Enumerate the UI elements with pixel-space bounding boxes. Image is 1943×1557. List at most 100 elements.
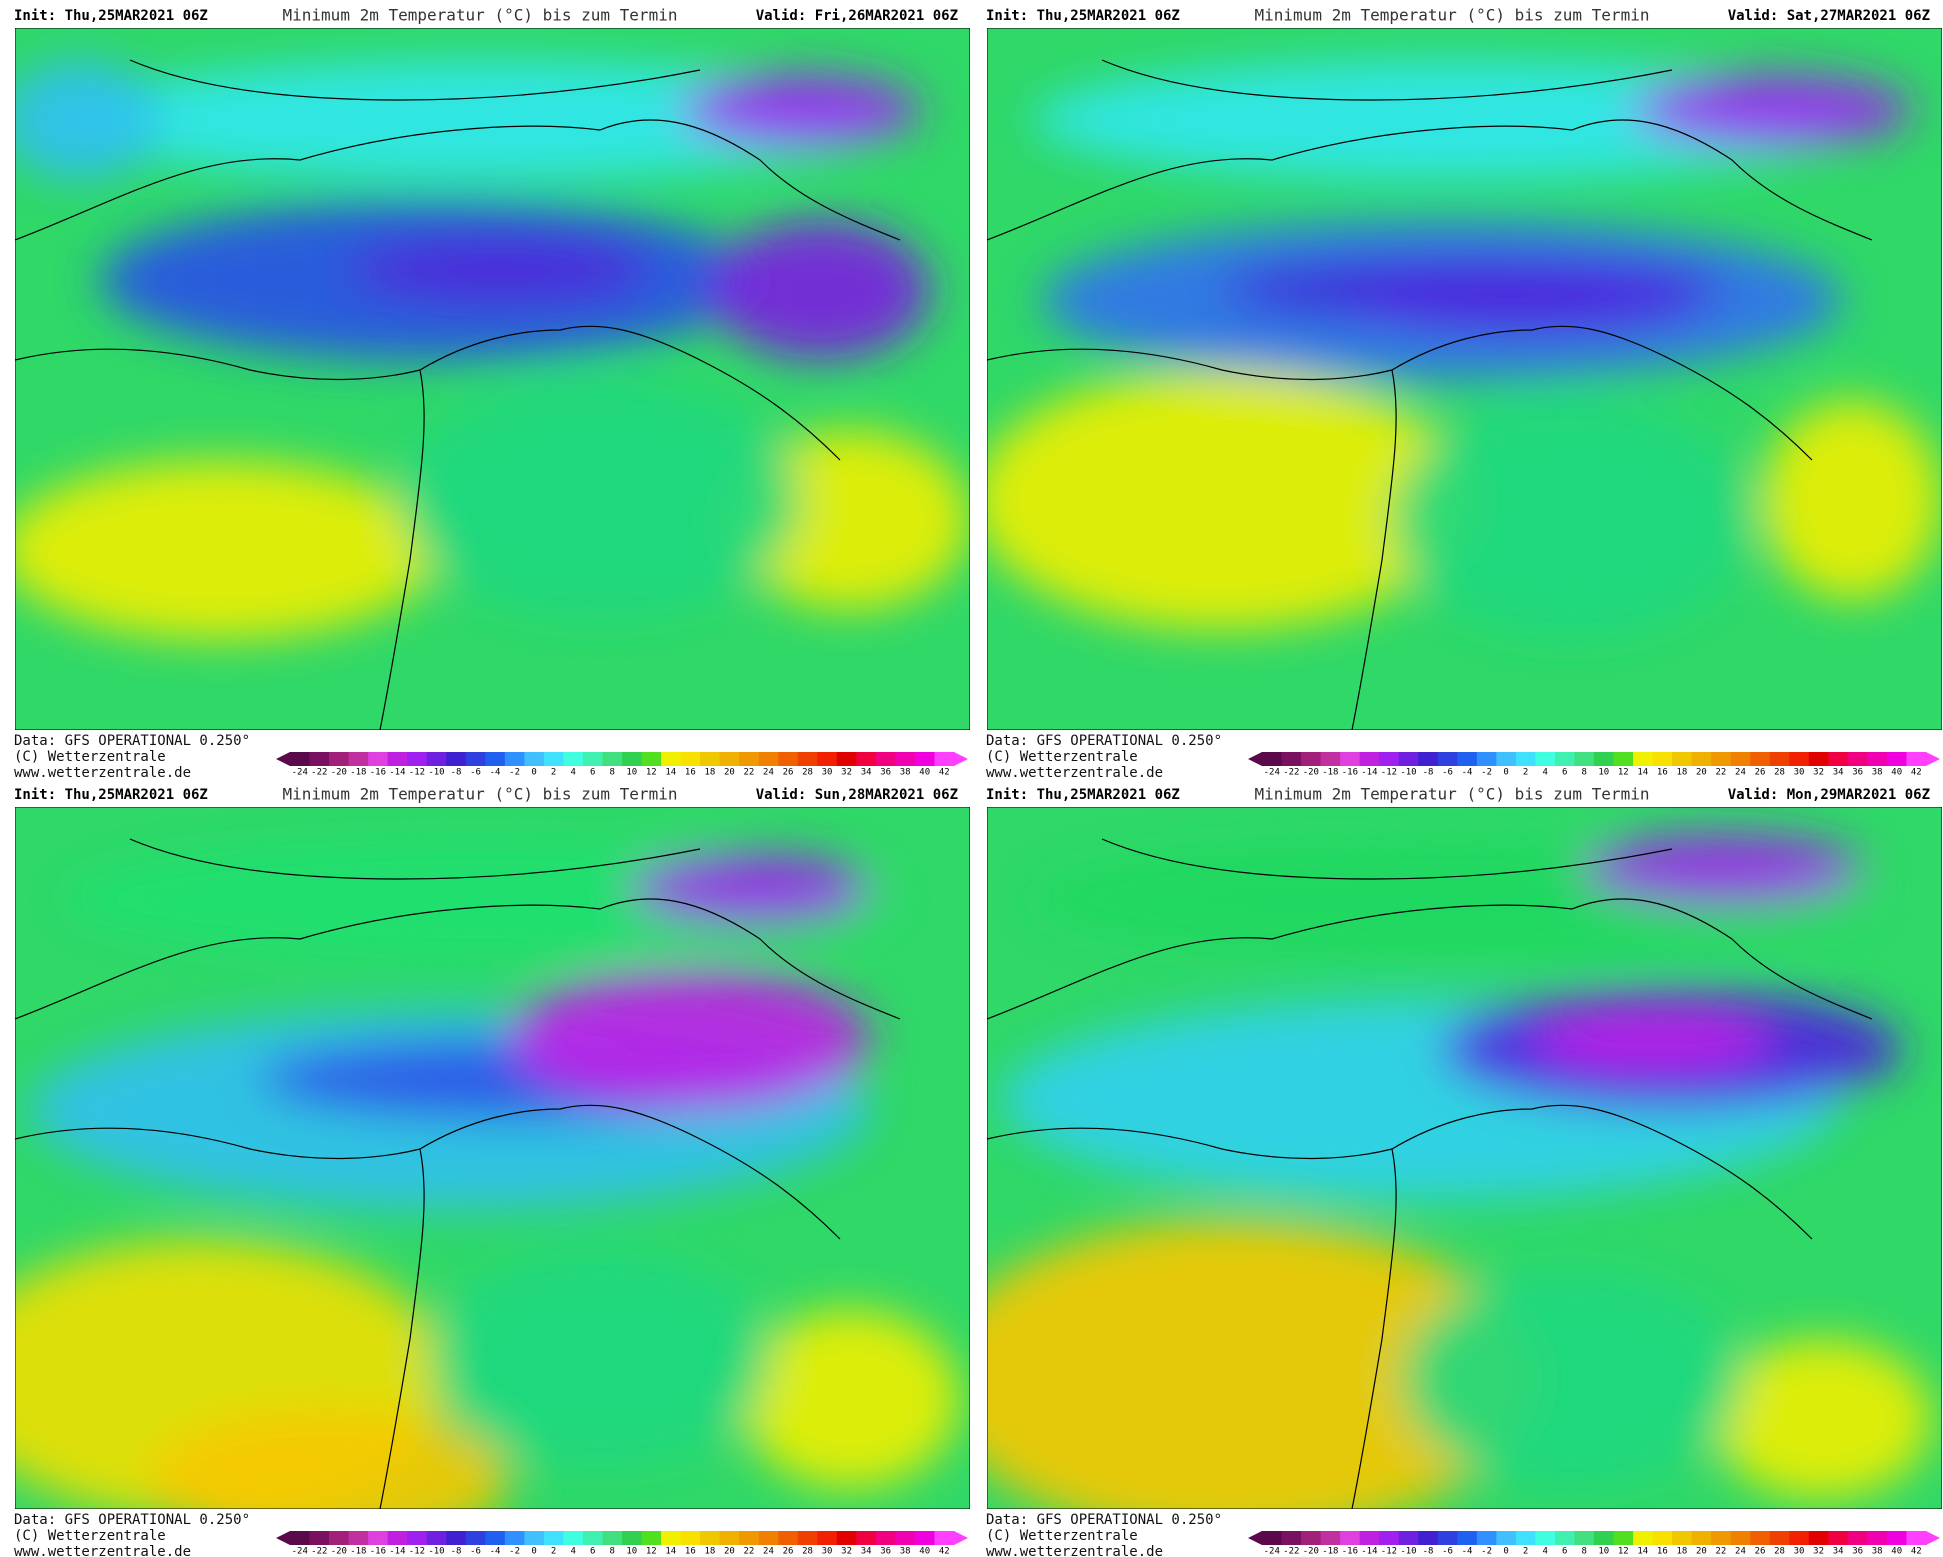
temperature-region [510, 969, 870, 1109]
colorbar-segment [641, 1531, 662, 1545]
colorbar-segment [1808, 752, 1829, 766]
colorbar-label: -18 [350, 768, 366, 778]
colorbar-segment [836, 1531, 857, 1545]
colorbar-segment [856, 1531, 877, 1545]
temperature-region [15, 60, 160, 180]
colorbar-label: 14 [665, 1547, 676, 1557]
colorbar-label: 0 [531, 1547, 536, 1557]
colorbar-segment [895, 1531, 916, 1545]
coastline [987, 59, 1873, 730]
colorbar-segment [875, 1531, 896, 1545]
colorbar-label: 42 [939, 1547, 950, 1557]
colorbar-segment [895, 752, 916, 766]
temperature-region [1532, 1009, 1772, 1069]
colorbar-label: 20 [1696, 1547, 1707, 1557]
colorbar-segment [1574, 752, 1595, 766]
colorbar-label: 22 [744, 768, 755, 778]
website: www.wetterzentrale.de [986, 765, 1163, 781]
colorbar-label: 40 [919, 768, 930, 778]
colorbar-label: -16 [1342, 768, 1358, 778]
temperature-region [60, 60, 900, 180]
colorbar-label: 42 [939, 768, 950, 778]
colorbar-label: -18 [1322, 1547, 1338, 1557]
temperature-region [1582, 834, 1862, 904]
init-time: Init: Thu,25MAR2021 06Z [14, 8, 208, 24]
colorbar-segment [563, 752, 584, 766]
colorbar-segment [1711, 752, 1732, 766]
colorbar-label: 18 [704, 768, 715, 778]
colorbar-label: 38 [900, 768, 911, 778]
colorbar-label: 26 [783, 768, 794, 778]
colorbar-segment [1281, 752, 1302, 766]
colorbar-segment [934, 1531, 955, 1545]
colorbar-segment [504, 752, 525, 766]
temperature-region [987, 1219, 1532, 1509]
colorbar-label: 10 [626, 768, 637, 778]
colorbar-label: 22 [744, 1547, 755, 1557]
colorbar-label: 24 [1735, 1547, 1746, 1557]
colorbar-segment [1750, 752, 1771, 766]
colorbar-label: -24 [292, 1547, 308, 1557]
colorbar-arrow-low [276, 752, 290, 766]
colorbar-arrow-low [1248, 752, 1262, 766]
colorbar-segment [1613, 1531, 1634, 1545]
colorbar-label: -10 [1400, 768, 1416, 778]
colorbar-label: 2 [551, 768, 556, 778]
colorbar-segment [1418, 752, 1439, 766]
colorbar-label: 0 [1503, 768, 1508, 778]
colorbar-label: 6 [1562, 1547, 1567, 1557]
colorbar-segment [465, 1531, 486, 1545]
colorbar-label: 12 [646, 768, 657, 778]
data-source: Data: GFS OPERATIONAL 0.250° [14, 1512, 250, 1528]
colorbar-label: -14 [389, 1547, 405, 1557]
colorbar-segment [1867, 1531, 1888, 1545]
temperature-region [987, 370, 1472, 630]
colorbar-segment [1379, 1531, 1400, 1545]
colorbar-segment [446, 1531, 467, 1545]
colorbar-label: 40 [1891, 1547, 1902, 1557]
colorbar-label: 28 [1774, 1547, 1785, 1557]
colorbar-label: 42 [1911, 1547, 1922, 1557]
colorbar-segment [1847, 752, 1868, 766]
colorbar-label: 0 [531, 768, 536, 778]
temperature-field [987, 834, 1932, 1509]
colorbar-segment [1301, 752, 1322, 766]
colorbar-label: 32 [1813, 1547, 1824, 1557]
colorbar-label: 12 [1618, 768, 1629, 778]
colorbar-segment [1457, 1531, 1478, 1545]
colorbar-label: 2 [1523, 1547, 1528, 1557]
colorbar-segment [348, 1531, 369, 1545]
colorbar-label: 32 [841, 1547, 852, 1557]
temperature-region [680, 75, 920, 145]
colorbar-label: 36 [880, 768, 891, 778]
colorbar-label: -14 [1361, 1547, 1377, 1557]
colorbar-label: -4 [1462, 768, 1473, 778]
colorbar-label: -10 [1400, 1547, 1416, 1557]
colorbar-label: -22 [1283, 1547, 1299, 1557]
colorbar-label: -20 [331, 1547, 347, 1557]
colorbar-label: -24 [292, 768, 308, 778]
colorbar-segment [1789, 752, 1810, 766]
colorbar-label: 38 [900, 1547, 911, 1557]
colorbar-segment [387, 1531, 408, 1545]
colorbar-segment [1652, 752, 1673, 766]
colorbar-segment [1535, 1531, 1556, 1545]
website: www.wetterzentrale.de [986, 1544, 1163, 1557]
colorbar-label: 26 [1755, 1547, 1766, 1557]
panel: Init: Thu,25MAR2021 06Z Minimum 2m Temper… [14, 785, 970, 1557]
colorbar-label: 16 [1657, 1547, 1668, 1557]
colorbar-segment [543, 752, 564, 766]
colorbar-segment [1652, 1531, 1673, 1545]
colorbar-segment [1906, 1531, 1927, 1545]
colorbar-segment [1886, 1531, 1907, 1545]
init-time: Init: Thu,25MAR2021 06Z [986, 787, 1180, 803]
colorbar-segment [1379, 752, 1400, 766]
colorbar-segment [1437, 752, 1458, 766]
colorbar-segment [680, 752, 701, 766]
colorbar-segment [1437, 1531, 1458, 1545]
colorbar-label: 16 [1657, 768, 1668, 778]
colorbar-label: 6 [590, 768, 595, 778]
colorbar-label: -6 [1442, 768, 1453, 778]
colorbar-label: -10 [428, 768, 444, 778]
colorbar-segment [817, 1531, 838, 1545]
